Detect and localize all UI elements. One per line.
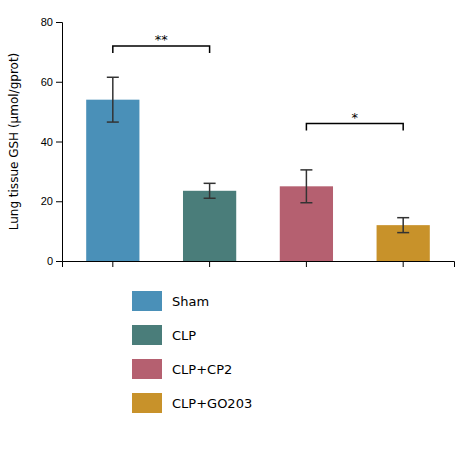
x-tick-mark xyxy=(306,261,307,267)
marks xyxy=(86,77,430,261)
y-tick-label: 20 xyxy=(41,195,53,207)
y-tick-label: 80 xyxy=(41,16,53,28)
significance-bracket xyxy=(306,124,403,131)
plot: 020406080Lung tissue GSH (μmol/gprot)*** xyxy=(7,16,455,267)
legend-item: Sham xyxy=(132,291,209,311)
legend-swatch xyxy=(132,291,162,311)
error-cap xyxy=(107,121,119,123)
x-tick xyxy=(306,261,307,267)
x-tick xyxy=(209,261,210,267)
y-tick: 0 xyxy=(47,255,62,267)
legend-swatch xyxy=(132,359,162,379)
error-stem xyxy=(306,170,308,203)
y-axis-line xyxy=(56,23,63,262)
x-tick xyxy=(112,261,113,267)
error-cap xyxy=(107,77,119,79)
y-tick-mark xyxy=(56,261,62,262)
error-bar xyxy=(107,77,119,122)
error-stem xyxy=(112,77,114,122)
y-tick: 60 xyxy=(41,76,62,88)
significance-label: ** xyxy=(155,32,169,47)
significance-label: * xyxy=(352,110,359,125)
legend-label: CLP xyxy=(172,328,196,343)
legend-item: CLP+GO203 xyxy=(132,393,252,413)
significance-bracket xyxy=(113,46,210,53)
chart: 020406080Lung tissue GSH (μmol/gprot)***… xyxy=(0,0,474,461)
x-tick-mark xyxy=(403,261,404,267)
legend-swatch xyxy=(132,393,162,413)
error-cap xyxy=(397,232,409,234)
error-cap xyxy=(204,198,216,200)
y-axis-title: Lung tissue GSH (μmol/gprot) xyxy=(7,53,21,231)
legend-swatch xyxy=(132,325,162,345)
y-tick-mark xyxy=(56,142,62,143)
legend: Sham CLP CLP+CP2 CLP+GO203 xyxy=(132,291,252,413)
error-cap xyxy=(204,183,216,185)
y-axis: 0 20 40 60 80 xyxy=(41,16,63,267)
legend-label: Sham xyxy=(172,294,209,309)
y-tick: 40 xyxy=(41,136,62,148)
legend-label: CLP+CP2 xyxy=(172,362,232,377)
error-cap xyxy=(300,169,312,171)
legend-item: CLP+CP2 xyxy=(132,359,232,379)
error-cap xyxy=(300,202,312,204)
x-axis xyxy=(63,261,455,267)
y-tick-label: 60 xyxy=(41,76,53,88)
y-tick-mark xyxy=(56,201,62,202)
error-bar xyxy=(204,183,216,198)
y-tick-label: 40 xyxy=(41,136,53,148)
x-tick-mark xyxy=(112,261,113,267)
error-stem xyxy=(402,218,404,233)
y-tick-label: 0 xyxy=(47,255,53,267)
x-tick xyxy=(403,261,404,267)
x-axis-line xyxy=(63,262,455,268)
error-bar xyxy=(300,170,312,203)
y-tick: 20 xyxy=(41,195,62,207)
y-tick: 80 xyxy=(41,16,62,28)
legend-item: CLP xyxy=(132,325,196,345)
error-cap xyxy=(397,217,409,219)
bar xyxy=(86,100,139,261)
bar xyxy=(183,191,236,261)
legend-label: CLP+GO203 xyxy=(172,396,252,411)
error-stem xyxy=(209,183,211,198)
annotations: *** xyxy=(113,32,403,131)
y-tick-mark xyxy=(56,82,62,83)
x-tick-mark xyxy=(209,261,210,267)
error-bar xyxy=(397,218,409,233)
y-tick-mark xyxy=(56,22,62,23)
